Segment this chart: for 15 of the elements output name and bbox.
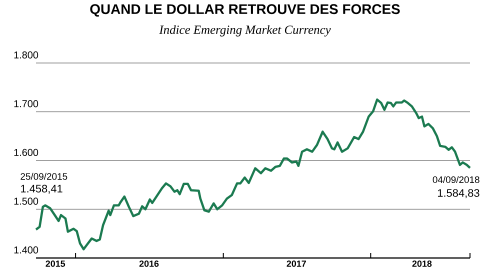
y-tick-label: 1.800: [14, 51, 38, 58]
chart-title: QUAND LE DOLLAR RETROUVE DES FORCES: [90, 4, 400, 17]
x-tick-label: 2018: [412, 260, 432, 267]
chart-subtitle: Indice Emerging Market Currency: [159, 25, 331, 37]
annotation: 1.458,41: [21, 184, 62, 194]
annotation: 25/09/2015: [20, 172, 68, 180]
x-tick-label: 2015: [46, 260, 66, 267]
x-tick-label: 2016: [139, 260, 159, 267]
y-tick-label: 1.600: [14, 148, 38, 156]
y-tick-label: 1.500: [14, 198, 38, 205]
y-tick-label: 1.700: [14, 100, 38, 108]
annotation: 04/09/2018: [432, 176, 480, 184]
x-tick-label: 2017: [286, 260, 306, 267]
y-tick-label: 1.400: [14, 246, 38, 254]
annotation: 1.584,83: [438, 189, 480, 198]
